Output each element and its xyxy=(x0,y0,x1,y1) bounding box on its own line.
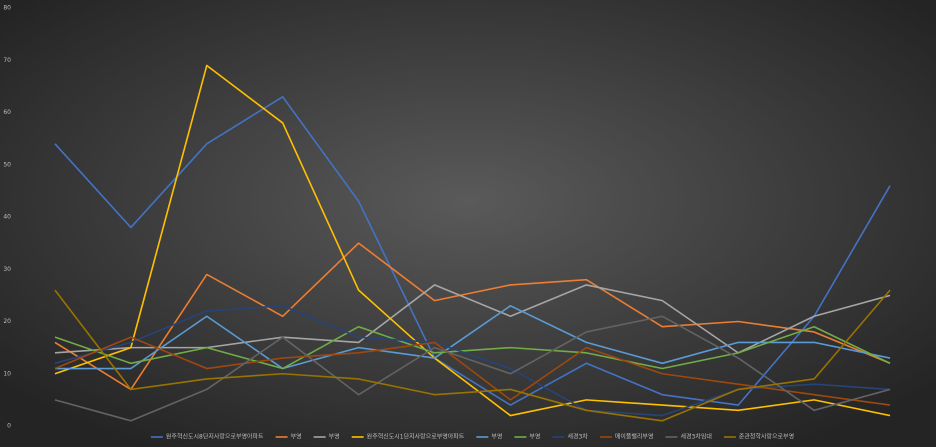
line xyxy=(54,305,891,370)
y-tick-label: 50 xyxy=(3,161,11,168)
line xyxy=(54,284,891,354)
legend-label: 세경3차 xyxy=(567,433,588,441)
y-tick-label: 70 xyxy=(3,57,11,64)
legend-label: 원주혁신도시1단지사랑으로부영아파트 xyxy=(367,433,465,441)
legend-label: 메이플밸리부영 xyxy=(615,433,654,441)
legend-label: 원주혁신도시8단지사랑으로부영아파트 xyxy=(166,433,264,441)
legend-label: 부영 xyxy=(491,433,502,441)
legend-label: 세경3차임대 xyxy=(680,433,711,441)
line xyxy=(54,64,891,417)
line xyxy=(54,305,891,417)
legend: 원주혁신도시8단지사랑으로부영아파트 부영 부영 원주혁신도시1단지사랑으로부영아파트… xyxy=(150,433,794,441)
line xyxy=(54,289,891,422)
legend-label: 부영 xyxy=(291,433,302,441)
line xyxy=(54,96,891,406)
y-tick-label: 20 xyxy=(3,318,11,325)
line xyxy=(54,315,891,422)
y-tick-label: 40 xyxy=(3,214,11,221)
plot-area: 0 10 20 30 40 50 60 70 80 xyxy=(3,5,891,430)
y-tick-label: 60 xyxy=(3,109,11,116)
legend-label: 부영 xyxy=(529,433,540,441)
line xyxy=(54,336,891,406)
line xyxy=(54,242,891,391)
y-tick-label: 30 xyxy=(3,266,11,273)
legend-label: 준관청학사랑으로부영 xyxy=(739,433,794,441)
line xyxy=(54,325,891,370)
y-tick-label: 80 xyxy=(3,5,11,12)
y-tick-label: 0 xyxy=(7,423,11,430)
legend-label: 부영 xyxy=(329,433,340,441)
y-tick-label: 10 xyxy=(3,370,11,377)
